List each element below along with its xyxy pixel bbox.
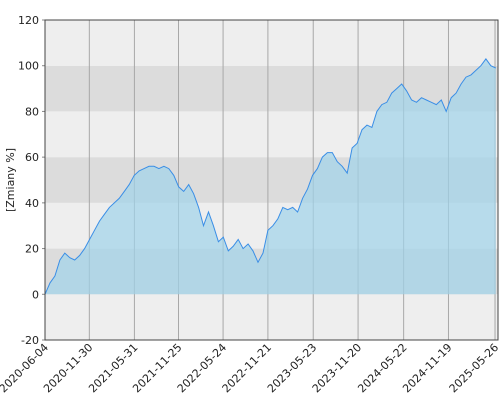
y-tick-label: 60: [25, 151, 39, 164]
x-tick-label: 2025-05-26: [447, 341, 500, 395]
y-tick-label: 100: [18, 60, 39, 73]
background-band: [45, 20, 498, 66]
y-tick-label: -20: [21, 334, 39, 347]
area-fill: [45, 58, 496, 295]
y-axis-label: [Zmiany %]: [4, 148, 17, 212]
y-tick-label: 20: [25, 243, 39, 256]
y-tick-label: 80: [25, 105, 39, 118]
background-band: [45, 294, 498, 340]
plot-frame: [44, 19, 499, 341]
y-tick-label: 40: [25, 197, 39, 210]
y-tick-label: 120: [18, 14, 39, 27]
y-tick-label: 0: [32, 288, 39, 301]
line: [44, 58, 497, 295]
